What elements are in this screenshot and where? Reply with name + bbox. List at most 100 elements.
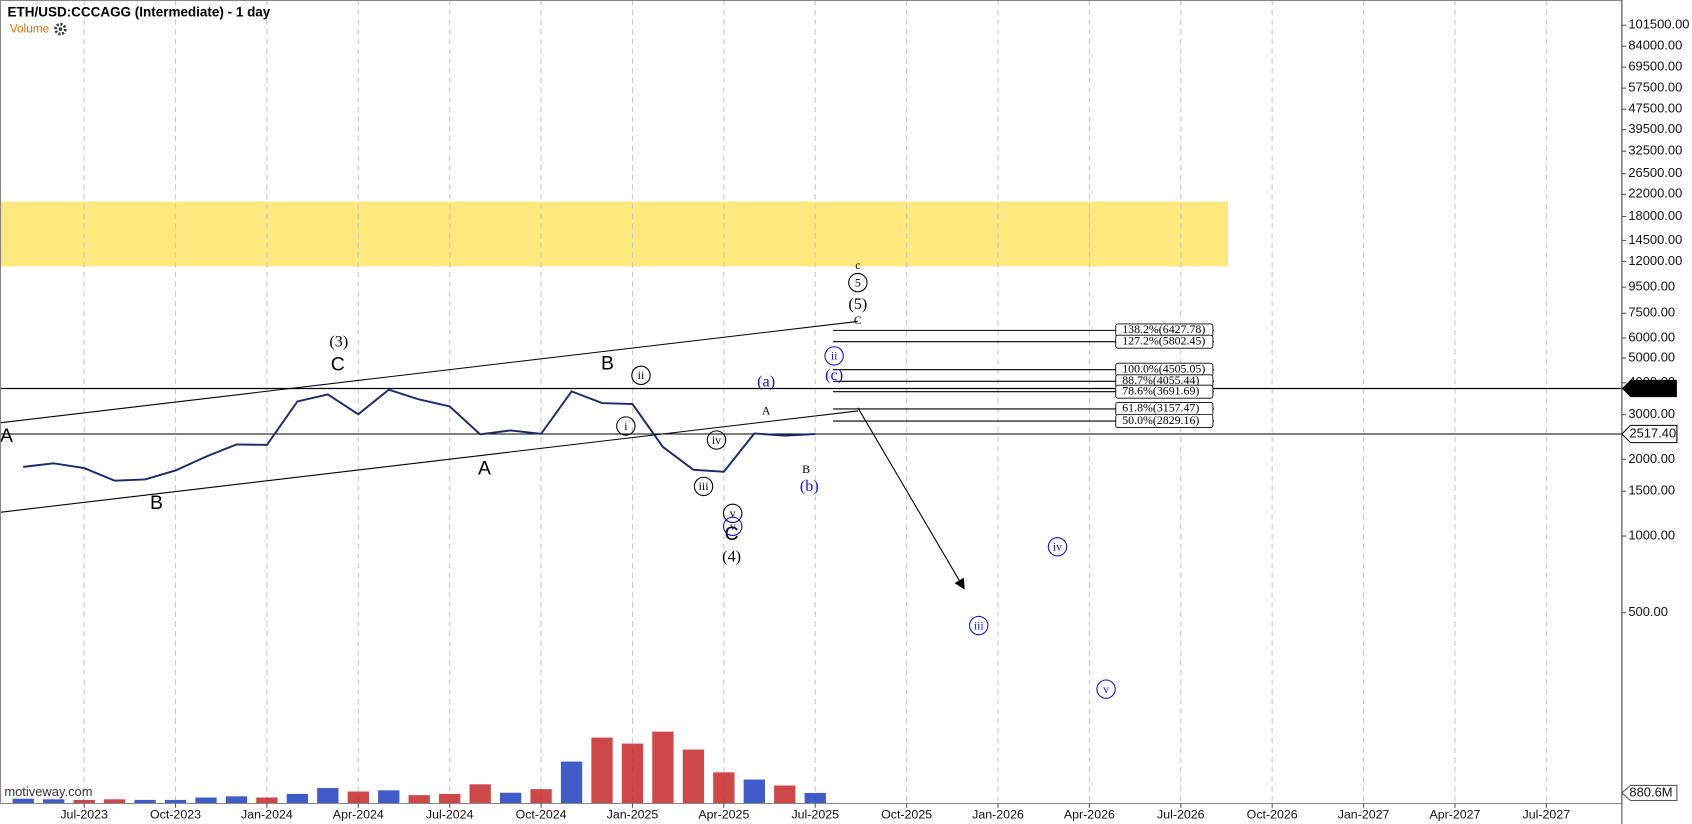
y-tick-label: 1500.00 <box>1628 483 1675 498</box>
wave-circle <box>631 365 651 386</box>
wave-label: C <box>331 354 345 376</box>
y-tick-label: 101500.00 <box>1628 17 1689 32</box>
volume-bar <box>378 790 400 804</box>
y-tick-label: 9500.00 <box>1628 279 1675 294</box>
wave-label: iii <box>699 479 710 493</box>
volume-bar <box>43 799 65 804</box>
x-tick-label: Jan-2025 <box>607 808 659 822</box>
wave-label: (a) <box>757 374 775 391</box>
x-tick-label: Oct-2025 <box>881 808 932 822</box>
wave-label: B <box>150 492 163 514</box>
volume-bar <box>103 799 126 804</box>
wave-label: A <box>762 404 771 418</box>
volume-bar <box>73 799 95 804</box>
y-tick-label: 32500.00 <box>1628 143 1682 158</box>
wave-label: ii <box>831 349 838 363</box>
wave-label: (5) <box>848 296 867 313</box>
wave-label: (b) <box>800 478 819 495</box>
x-tick-label: Oct-2026 <box>1247 808 1298 822</box>
wave-label: v <box>730 506 736 520</box>
y-tick-label: 7500.00 <box>1628 305 1675 320</box>
volume-legend: Volume <box>10 21 50 35</box>
wave-label: v <box>730 519 736 533</box>
volume-bar <box>774 785 796 804</box>
volume-bar <box>804 792 826 804</box>
wave-circle <box>722 503 743 524</box>
x-tick-label: Jul-2025 <box>791 808 839 822</box>
x-tick-label: Jul-2024 <box>426 808 474 822</box>
wave-label: A <box>478 457 491 479</box>
volume-bar <box>560 761 583 804</box>
fib-label-box <box>1115 414 1214 428</box>
volume-bar <box>12 798 34 804</box>
fib-label: 50.0%(2829.16) <box>1122 413 1199 427</box>
x-tick-label: Oct-2024 <box>516 808 567 822</box>
wave-label: C <box>854 313 862 327</box>
wave-circle <box>722 516 743 537</box>
volume-bar <box>439 793 461 804</box>
price-line-series <box>23 388 816 482</box>
fib-label: 61.8%(3157.47) <box>1122 401 1199 415</box>
wave-label: iii <box>974 618 985 632</box>
wave-label: v <box>1103 682 1109 696</box>
volume-tag <box>1621 784 1678 802</box>
wave-circle <box>706 430 727 450</box>
volume-bar <box>408 795 430 804</box>
wave-label: (3) <box>329 334 348 351</box>
x-tick-label: Jan-2027 <box>1338 808 1390 822</box>
y-tick-label: 500.00 <box>1628 604 1668 619</box>
settings-icon[interactable] <box>54 22 67 36</box>
wave-label: A <box>0 425 13 447</box>
x-tick-label: Apr-2025 <box>698 808 749 822</box>
price-line-tag <box>1621 379 1677 398</box>
x-tick-label: Apr-2027 <box>1429 808 1480 822</box>
last-price-label: 2517.40 <box>1629 425 1676 440</box>
wave-circle <box>693 476 714 497</box>
wave-label: B <box>601 353 614 375</box>
wave-circle <box>969 615 989 636</box>
volume-bar <box>347 791 369 804</box>
fib-label-box <box>1115 334 1214 349</box>
y-tick-label: 2000.00 <box>1628 451 1675 466</box>
fib-label: 78.6%(3691.69) <box>1122 383 1199 397</box>
y-tick-label: 22000.00 <box>1628 186 1682 201</box>
volume-bar <box>591 737 613 804</box>
wave-circle <box>1047 537 1068 557</box>
volume-bar <box>256 797 278 804</box>
volume-bar <box>469 784 491 804</box>
wave-circle <box>616 416 636 436</box>
trend-lines <box>0 320 965 590</box>
wave-circle <box>848 272 868 293</box>
fib-label: 138.2%(6427.78) <box>1122 322 1205 336</box>
projection-arrow <box>857 407 965 590</box>
wave-label: (4) <box>722 548 741 565</box>
chart-title: ETH/USD:CCCAGG (Intermediate) - 1 day <box>8 5 271 20</box>
volume-bar <box>743 779 765 804</box>
x-tick-label: Apr-2026 <box>1064 808 1115 822</box>
volume-bar <box>134 799 156 804</box>
volume-tag-label: 880.6M <box>1629 784 1672 799</box>
volume-bar <box>499 792 522 804</box>
wave-label: (c) <box>825 367 843 384</box>
volume-bar <box>682 749 705 804</box>
volume-bar <box>652 731 674 804</box>
watermark: motiveway.com <box>4 784 92 799</box>
y-tick-label: 39500.00 <box>1628 121 1682 136</box>
last-price-tag <box>1621 424 1678 444</box>
y-tick-label: 26500.00 <box>1628 165 1682 180</box>
y-tick-label: 57500.00 <box>1628 80 1682 95</box>
y-tick-label: 14500.00 <box>1628 232 1682 247</box>
fib-label-box <box>1115 384 1214 399</box>
y-tick-label: 18000.00 <box>1628 208 1682 223</box>
y-tick-label: 1000.00 <box>1628 527 1675 542</box>
wave-label: ii <box>638 368 645 382</box>
x-tick-label: Jan-2024 <box>241 808 293 822</box>
fib-label: 88.7%(4055.44) <box>1122 373 1199 387</box>
volume-bar <box>317 787 339 804</box>
x-tick-label: Jul-2023 <box>60 808 108 822</box>
fib-label: 100.0%(4505.05) <box>1122 361 1205 375</box>
x-tick-label: Jul-2027 <box>1523 808 1571 822</box>
x-tick-label: Apr-2024 <box>333 808 384 822</box>
